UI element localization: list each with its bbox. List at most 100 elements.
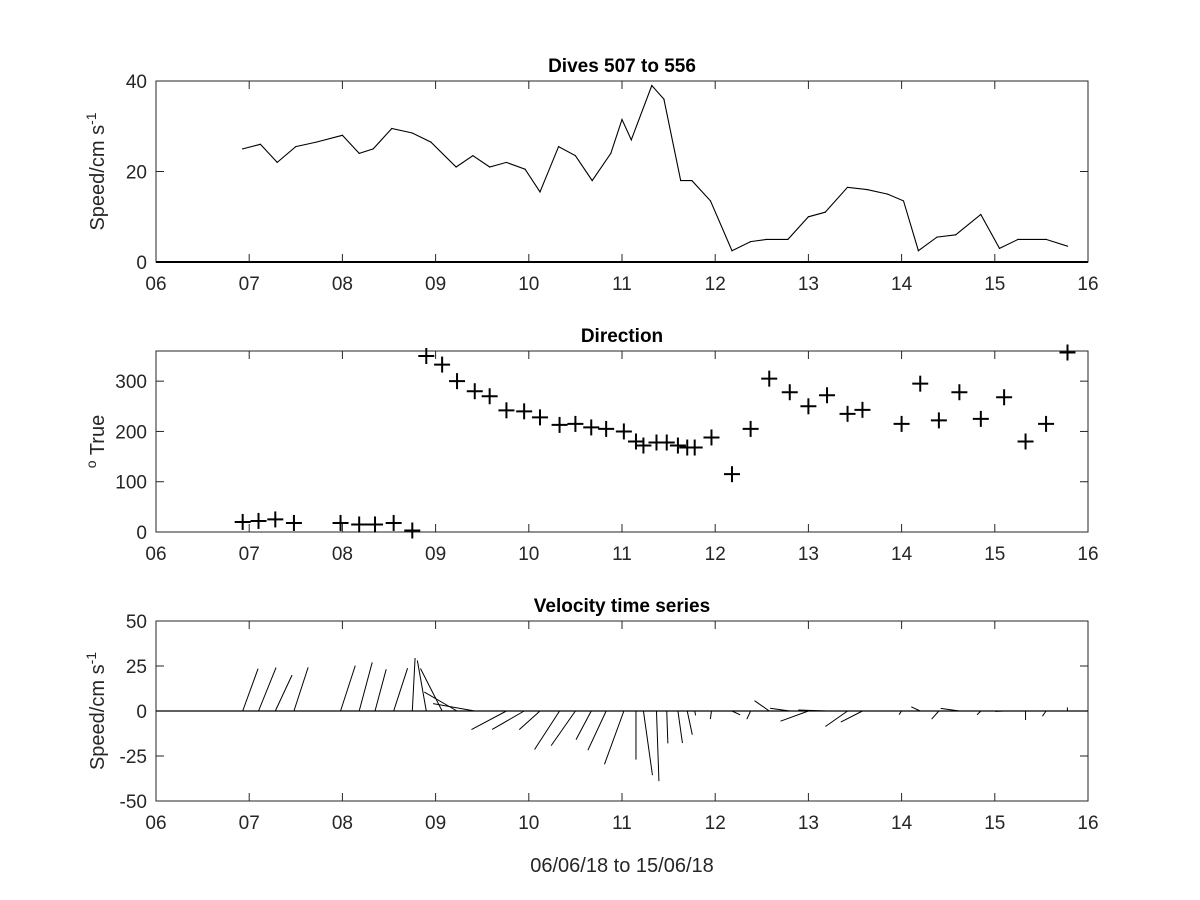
direction-marker	[996, 389, 1013, 406]
speed-point	[505, 161, 508, 164]
velocity-stick	[770, 707, 790, 712]
velocity-stick	[666, 710, 669, 744]
direction-marker	[761, 370, 778, 387]
y-tick-label: 0	[136, 702, 147, 723]
direction-marker	[367, 516, 384, 533]
velocity-stick	[976, 710, 982, 716]
speed-point	[980, 213, 982, 216]
x-tick-label: 09	[425, 813, 446, 834]
x-tick-label: 07	[239, 274, 260, 295]
direction-marker	[1059, 344, 1076, 361]
direction-marker	[250, 512, 267, 529]
velocity-stick	[746, 710, 752, 720]
direction-marker	[385, 514, 402, 531]
speed-point	[955, 234, 957, 236]
direction-marker	[466, 383, 483, 400]
direction-marker	[498, 402, 515, 419]
speed-point	[358, 152, 360, 154]
y-tick-label: 200	[115, 422, 147, 443]
direction-marker	[658, 434, 675, 451]
y-axis-label-text: Speed/cm s	[87, 125, 109, 231]
speed-point	[472, 155, 474, 157]
speed-point	[455, 166, 457, 168]
direction-marker	[583, 419, 600, 436]
x-tick-label: 16	[1077, 274, 1098, 295]
direction-marker	[351, 516, 368, 533]
x-tick-label: 08	[332, 274, 353, 295]
y-tick-label: 20	[126, 163, 147, 184]
x-tick-label: 15	[984, 813, 1005, 834]
x-tick-label: 14	[891, 274, 913, 295]
velocity-stick	[1042, 710, 1047, 717]
speed-point	[866, 189, 868, 191]
speed-point	[539, 191, 541, 193]
velocity-stick	[731, 710, 741, 716]
y-tick-label: 25	[126, 657, 147, 678]
velocity-stick	[518, 710, 541, 731]
velocity-stick	[655, 710, 660, 782]
direction-marker	[404, 522, 421, 539]
x-tick-label: 10	[518, 274, 539, 295]
x-tick-label: 09	[425, 544, 446, 565]
speed-point	[731, 250, 733, 252]
speed-point	[1066, 245, 1069, 247]
direction-marker	[1017, 433, 1034, 450]
chart-title: Velocity time series	[534, 596, 710, 617]
speed-point	[242, 148, 244, 150]
velocity-stick	[825, 710, 848, 727]
velocity-stick	[420, 668, 443, 712]
x-tick-label: 07	[239, 544, 260, 565]
velocity-stick	[931, 710, 940, 720]
speed-point	[295, 146, 297, 148]
speed-point	[663, 98, 665, 100]
direction-panel: Direction 06 07 08 09 10 11 12 13 14 15 16 0 100 200 30…	[83, 326, 1099, 565]
chart-title: Dives 507 to 556	[548, 56, 696, 77]
velocity-stick	[534, 710, 560, 750]
speed-point	[902, 200, 905, 202]
velocity-stick	[604, 710, 625, 765]
velocity-stick	[898, 710, 903, 715]
direction-marker	[635, 437, 652, 454]
speed-point	[621, 118, 623, 121]
direction-marker	[516, 403, 533, 420]
velocity-stick	[274, 674, 293, 712]
speed-panel: Dives 507 to 556 06 07 08 09 10 11 12 13 14 15 16 0 2…	[83, 56, 1099, 295]
x-tick-label: 12	[705, 813, 726, 834]
x-tick-label: 08	[332, 544, 353, 565]
direction-marker	[627, 433, 644, 450]
speed-point	[1045, 238, 1047, 240]
direction-marker	[332, 514, 349, 531]
direction-marker	[972, 410, 989, 427]
velocity-stick	[424, 691, 458, 712]
direction-marker	[703, 429, 720, 446]
y-tick-label: 50	[126, 612, 147, 633]
x-tick-label: 08	[332, 813, 353, 834]
speed-point	[315, 141, 317, 143]
speed-point	[276, 161, 278, 164]
speed-point	[391, 127, 393, 130]
x-tick-label: 13	[798, 544, 819, 565]
velocity-stick	[374, 669, 387, 712]
direction-marker	[951, 384, 968, 401]
y-tick-label: -25	[120, 747, 147, 768]
x-tick-label: 12	[705, 274, 726, 295]
speed-point	[411, 132, 413, 134]
x-tick-label: 14	[891, 544, 913, 565]
speed-point	[259, 143, 261, 145]
speed-point	[372, 148, 374, 150]
speed-point	[591, 179, 593, 182]
speed-point	[846, 186, 849, 188]
direction-marker	[615, 423, 632, 440]
velocity-stick	[780, 710, 809, 722]
direction-marker	[669, 437, 686, 454]
y-axis-label: Speed/cm s-1	[83, 112, 109, 230]
speed-point	[651, 84, 653, 87]
x-tick-label: 16	[1077, 544, 1098, 565]
direction-marker	[800, 398, 817, 415]
y-axis-label-superscript: -1	[83, 112, 99, 125]
direction-marker	[567, 415, 584, 432]
speed-point	[887, 193, 889, 195]
speed-point	[936, 236, 938, 238]
direction-marker	[434, 356, 451, 373]
